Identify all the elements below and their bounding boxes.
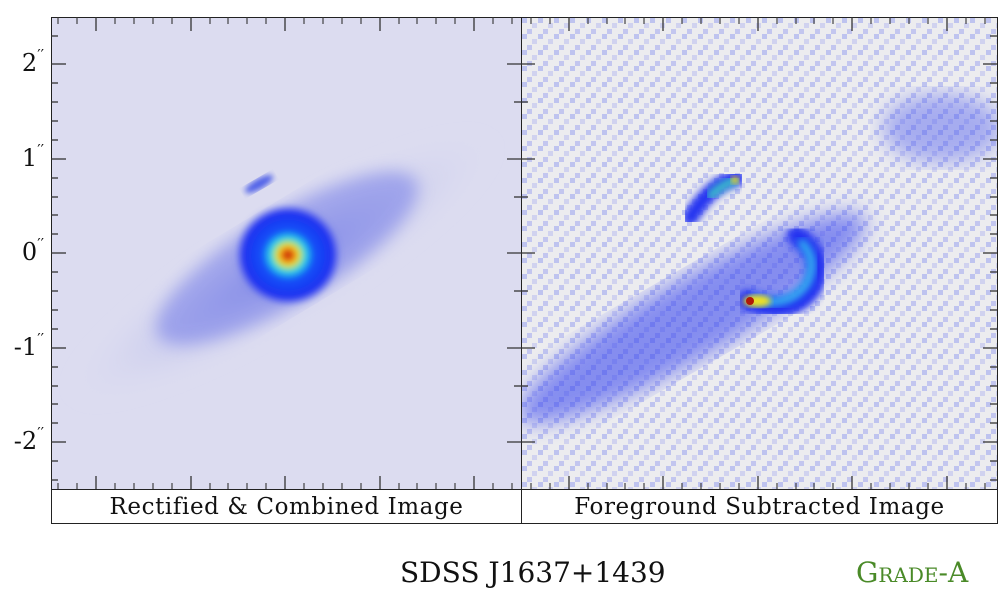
residual-image [522,18,997,489]
panel-label-text: Foreground Subtracted Image [574,493,945,520]
panel-label-text: Rectified & Combined Image [109,493,464,520]
panel-label-rectified: Rectified & Combined Image [51,489,522,524]
panel-label-foreground-subtracted: Foreground Subtracted Image [521,489,998,524]
y-tick-label-minus-1: -1′′ [13,330,44,361]
y-tick-label-0: 0′′ [21,235,44,266]
y-tick-label-2: 2′′ [21,46,44,77]
object-name: SDSS J1637+1439 [400,556,666,589]
rectified-combined-image-panel [51,17,522,490]
foreground-subtracted-image-panel [521,17,998,490]
galaxy-image [65,130,499,406]
grade-badge: Grade-A [856,556,969,589]
y-tick-label-1: 1′′ [21,141,44,172]
y-tick-label-minus-2: -2′′ [13,424,44,455]
